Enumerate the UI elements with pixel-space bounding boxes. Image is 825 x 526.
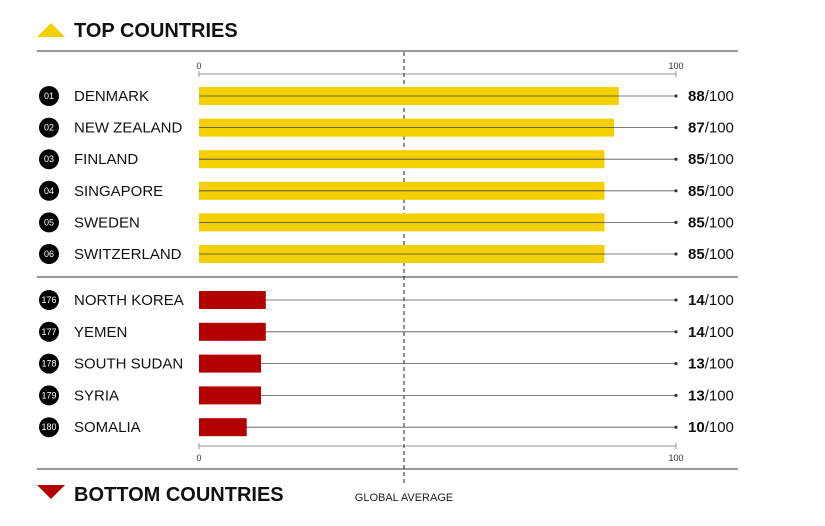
- rank-badge: [39, 212, 59, 233]
- axis-tick-min-bottom: 0: [196, 453, 201, 463]
- country-label: SOMALIA: [74, 419, 141, 436]
- country-label: SYRIA: [74, 387, 119, 404]
- bar: [199, 354, 262, 373]
- rank-label: 177: [41, 327, 56, 337]
- rank-label: 176: [41, 295, 56, 305]
- leader-end-dot: [674, 157, 678, 161]
- bar: [199, 291, 266, 309]
- score-label: 85/100: [688, 246, 734, 263]
- rank-badge: [39, 385, 59, 406]
- rank-label: 01: [44, 91, 54, 101]
- rank-label: 05: [44, 217, 54, 227]
- leader-end-dot: [674, 298, 678, 302]
- leader-end-dot: [674, 330, 678, 334]
- bar: [199, 322, 266, 341]
- rank-badge: [39, 180, 59, 201]
- rank-label: 02: [44, 123, 54, 133]
- leader-end-dot: [674, 362, 678, 366]
- country-label: SWEDEN: [74, 214, 140, 231]
- score-label: 13/100: [688, 387, 734, 404]
- axis-tick-min-top: 0: [196, 61, 201, 71]
- country-label: FINLAND: [74, 151, 138, 168]
- score-label: 88/100: [688, 88, 734, 105]
- chart-rows: 01 DENMARK 88/100 02 NEW ZEALAND 87/100 03 FINL…: [39, 86, 734, 438]
- score-label: 85/100: [688, 214, 734, 231]
- rank-badge: [39, 290, 59, 310]
- triangle-up-icon: [37, 23, 65, 37]
- leader-end-dot: [674, 189, 678, 193]
- score-label: 14/100: [688, 324, 734, 341]
- country-label: SOUTH SUDAN: [74, 356, 183, 373]
- rank-badge: [39, 417, 59, 438]
- leader-end-dot: [674, 220, 678, 224]
- rank-badge: [39, 117, 59, 138]
- country-label: SINGAPORE: [74, 183, 163, 200]
- leader-end-dot: [674, 94, 678, 98]
- leader-end-dot: [674, 425, 678, 429]
- axis-tick-max-top: 100: [668, 61, 683, 71]
- country-label: SWITZERLAND: [74, 246, 182, 263]
- score-label: 87/100: [688, 120, 734, 137]
- score-label: 85/100: [688, 183, 734, 200]
- rank-badge: [39, 149, 59, 170]
- rank-label: 04: [44, 186, 54, 196]
- bar: [199, 418, 247, 437]
- country-label: NEW ZEALAND: [74, 120, 183, 137]
- leader-end-dot: [674, 393, 678, 397]
- leader-end-dot: [674, 126, 678, 130]
- country-label: YEMEN: [74, 324, 127, 341]
- country-label: DENMARK: [74, 88, 149, 105]
- rank-badge: [39, 86, 59, 106]
- rank-label: 178: [41, 359, 56, 369]
- rank-badge: [39, 353, 59, 374]
- global-average-label: GLOBAL AVERAGE: [355, 492, 453, 504]
- country-label: NORTH KOREA: [74, 292, 184, 309]
- score-label: 14/100: [688, 292, 734, 309]
- leader-end-dot: [674, 252, 678, 256]
- score-label: 10/100: [688, 419, 734, 436]
- bottom-countries-title: BOTTOM COUNTRIES: [74, 484, 284, 506]
- score-label: 13/100: [688, 356, 734, 373]
- score-label: 85/100: [688, 151, 734, 168]
- rank-label: 180: [41, 422, 56, 432]
- rank-badge: [39, 321, 59, 342]
- bar: [199, 386, 262, 405]
- rank-label: 06: [44, 249, 54, 259]
- triangle-down-icon: [37, 485, 65, 499]
- rank-label: 03: [44, 154, 54, 164]
- rank-badge: [39, 244, 59, 264]
- top-countries-title: TOP COUNTRIES: [74, 20, 238, 42]
- rank-label: 179: [41, 390, 56, 400]
- axis-tick-max-bottom: 100: [668, 453, 683, 463]
